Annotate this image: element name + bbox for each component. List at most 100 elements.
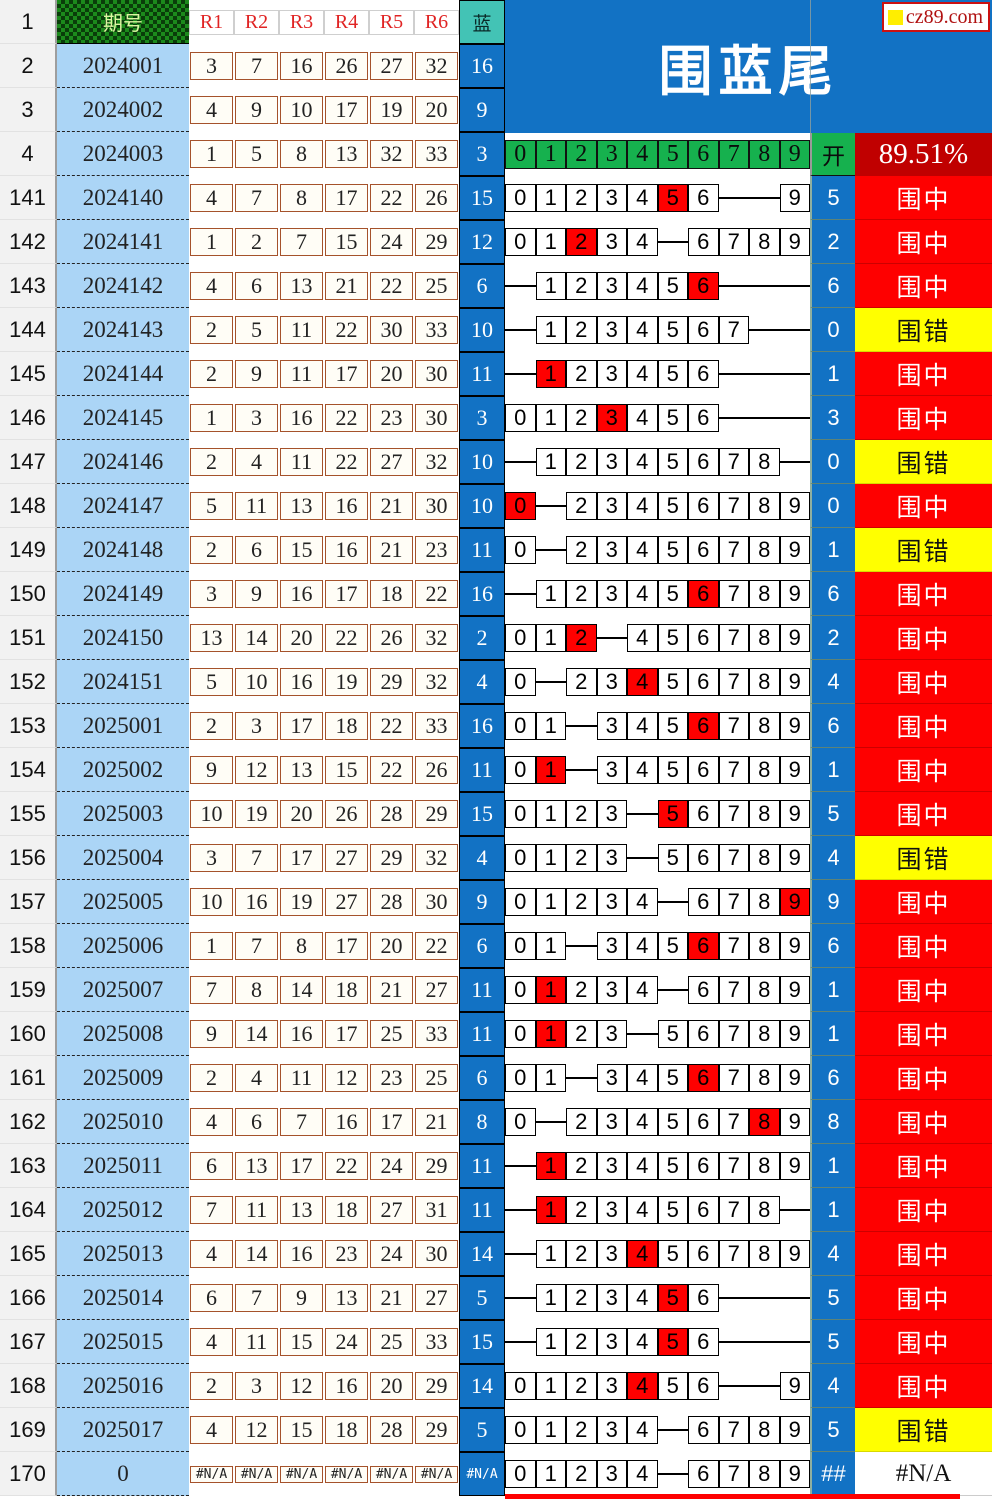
red-ball-cell-r4[interactable]: 16 [325,1372,368,1400]
period-cell[interactable]: 0 [57,1452,189,1496]
red-ball-cell-r2[interactable]: 7 [235,1284,278,1312]
digit-cell-8[interactable]: 8 [749,228,780,256]
digit-cell-3[interactable]: 3 [596,1284,627,1312]
red-ball-cell-r5[interactable]: 27 [370,448,413,476]
red-ball-cell-r6[interactable]: 32 [415,844,458,872]
digit-cell-7[interactable]: 7 [718,624,749,652]
digit-cell-2[interactable]: 2 [566,448,597,476]
red-ball-cell-r1[interactable]: 2 [190,360,233,388]
result-cell[interactable]: 围中 [855,1188,992,1232]
red-ball-cell-r1[interactable]: 10 [190,800,233,828]
row-number[interactable]: 167 [0,1320,57,1364]
digit-cell-3[interactable]: 3 [596,800,627,828]
digit-cell-0[interactable]: 0 [505,1064,536,1092]
digit-cell-2[interactable] [566,769,597,771]
digit-cell-9[interactable] [779,1341,810,1343]
period-cell[interactable]: 2025003 [57,792,189,836]
blue-ball-cell[interactable]: 2 [459,616,505,660]
digit-cell-7[interactable]: 7 [718,580,749,608]
digit-cell-0[interactable]: 0 [505,1108,536,1136]
row-number[interactable]: 143 [0,264,57,308]
red-ball-cell-r6[interactable]: 33 [415,712,458,740]
digit-cell-8[interactable]: 8 [749,624,780,652]
digit-cell-0[interactable]: 0 [505,668,536,696]
digit-cell-2[interactable]: 2 [566,404,597,432]
result-cell[interactable]: 围中 [855,176,992,220]
red-ball-cell-r2[interactable]: 3 [235,1372,278,1400]
result-cell[interactable]: 围中 [855,572,992,616]
red-ball-cell-r4[interactable]: 15 [325,756,368,784]
row-number[interactable]: 166 [0,1276,57,1320]
digit-cell-5[interactable]: 5 [657,1152,688,1180]
period-cell[interactable]: 2024140 [57,176,189,220]
red-ball-cell-r6[interactable]: 32 [415,668,458,696]
digit-cell-6[interactable]: 6 [688,668,719,696]
digit-cell-1[interactable]: 1 [535,932,566,960]
digit-cell-3[interactable]: 3 [596,1328,627,1356]
digit-cell-4[interactable]: 4 [627,448,658,476]
digit-cell-7[interactable]: 7 [718,756,749,784]
red-ball-cell-r4[interactable]: 16 [325,1108,368,1136]
digit-cell-5[interactable]: 5 [657,712,688,740]
red-ball-cell-r6[interactable]: 30 [415,404,458,432]
digit-cell-1[interactable] [535,681,566,683]
digit-cell-9[interactable]: 9 [779,712,810,740]
digit-cell-9[interactable]: 9 [779,1240,810,1268]
digit-cell-6[interactable]: 6 [688,1152,719,1180]
result-cell[interactable]: 围中 [855,396,992,440]
red-ball-cell-r6[interactable]: 22 [415,580,458,608]
digit-cell-4[interactable]: 4 [627,272,658,300]
digit-cell-5[interactable] [657,1429,688,1431]
red-ball-cell-r2[interactable]: 14 [235,624,278,652]
red-ball-cell-r2[interactable]: 19 [235,800,278,828]
red-ball-cell-r1[interactable]: 2 [190,1372,233,1400]
open-digit-cell[interactable]: 5 [810,1320,855,1364]
result-cell[interactable]: 围中 [855,1320,992,1364]
digit-cell-7[interactable]: 7 [718,1240,749,1268]
result-cell[interactable]: 围错 [855,836,992,880]
result-cell[interactable]: 围中 [855,792,992,836]
red-ball-cell-r2[interactable]: 3 [235,404,278,432]
red-ball-cell-r2[interactable]: 9 [235,360,278,388]
row-number[interactable]: 162 [0,1100,57,1144]
open-digit-cell[interactable]: 6 [810,924,855,968]
digit-cell-1[interactable] [535,549,566,551]
digit-cell-7[interactable]: 7 [718,228,749,256]
digit-cell-6[interactable]: 6 [688,272,719,300]
digit-cell-2[interactable]: 2 [566,844,597,872]
red-ball-cell-r2[interactable]: 6 [235,272,278,300]
digit-cell-1[interactable]: 1 [535,1196,566,1224]
open-digit-cell[interactable]: 6 [810,264,855,308]
result-cell[interactable]: 围中 [855,484,992,528]
row-number[interactable]: 151 [0,616,57,660]
digit-cell-3[interactable]: 3 [596,844,627,872]
red-ball-cell-r1[interactable]: 2 [190,316,233,344]
result-cell[interactable]: 围中 [855,1364,992,1408]
red-ball-cell-r3[interactable]: 16 [280,1240,323,1268]
digit-cell-2[interactable]: 2 [566,1108,597,1136]
red-ball-cell-r6[interactable]: 25 [415,272,458,300]
digit-cell-3[interactable]: 3 [596,1064,627,1092]
red-ball-cell-r4[interactable]: 22 [325,1152,368,1180]
open-digit-cell[interactable]: 6 [810,1056,855,1100]
digit-cell-8[interactable]: 8 [749,976,780,1004]
red-ball-cell-r5[interactable]: 22 [370,272,413,300]
red-ball-cell-r1[interactable]: 13 [190,624,233,652]
digit-cell-3[interactable]: 3 [596,580,627,608]
red-ball-cell-r6[interactable]: 33 [415,316,458,344]
result-cell[interactable]: 围错 [855,308,992,352]
red-ball-cell-r4[interactable]: 27 [325,844,368,872]
digit-cell-0[interactable] [505,1341,536,1343]
result-cell[interactable]: 围中 [855,220,992,264]
digit-cell-0[interactable]: 0 [505,756,536,784]
period-cell[interactable]: 2025005 [57,880,189,924]
red-ball-cell-r5[interactable]: 32 [370,140,413,168]
digit-cell-2[interactable]: 2 [566,1196,597,1224]
red-ball-cell-r6[interactable]: 25 [415,1064,458,1092]
red-ball-cell-r2[interactable]: 11 [235,492,278,520]
digit-cell-7[interactable]: 7 [718,932,749,960]
red-ball-cell-r5[interactable]: 29 [370,668,413,696]
digit-cell-2[interactable]: 2 [566,1372,597,1400]
digit-cell-7[interactable]: 7 [718,976,749,1004]
red-ball-cell-r6[interactable]: 27 [415,1284,458,1312]
